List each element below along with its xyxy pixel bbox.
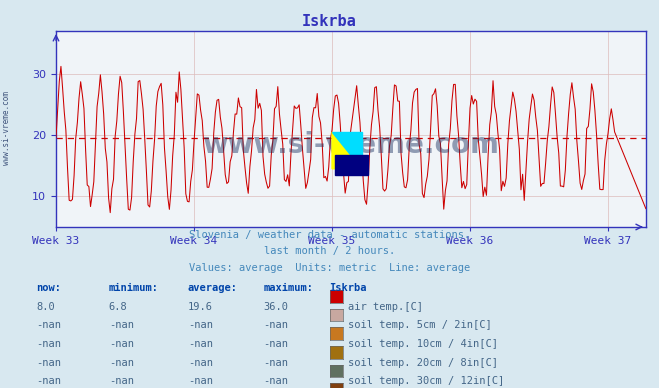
Text: Iskrba: Iskrba — [302, 14, 357, 29]
Text: -nan: -nan — [264, 376, 289, 386]
Text: -nan: -nan — [264, 358, 289, 368]
Text: -nan: -nan — [36, 320, 61, 331]
Text: -nan: -nan — [188, 376, 213, 386]
Text: -nan: -nan — [188, 358, 213, 368]
Text: -nan: -nan — [109, 320, 134, 331]
Text: -nan: -nan — [109, 339, 134, 349]
Text: Values: average  Units: metric  Line: average: Values: average Units: metric Line: aver… — [189, 263, 470, 273]
Text: 6.8: 6.8 — [109, 302, 127, 312]
Text: 8.0: 8.0 — [36, 302, 55, 312]
Text: air temp.[C]: air temp.[C] — [348, 302, 423, 312]
Text: Slovenia / weather data - automatic stations.: Slovenia / weather data - automatic stat… — [189, 230, 470, 240]
Bar — [335, 155, 368, 175]
Text: -nan: -nan — [36, 358, 61, 368]
Text: soil temp. 20cm / 8in[C]: soil temp. 20cm / 8in[C] — [348, 358, 498, 368]
Text: maximum:: maximum: — [264, 283, 314, 293]
Text: minimum:: minimum: — [109, 283, 159, 293]
Polygon shape — [332, 132, 362, 169]
Text: 19.6: 19.6 — [188, 302, 213, 312]
Text: soil temp. 10cm / 4in[C]: soil temp. 10cm / 4in[C] — [348, 339, 498, 349]
Text: -nan: -nan — [188, 339, 213, 349]
Text: -nan: -nan — [36, 339, 61, 349]
Text: -nan: -nan — [36, 376, 61, 386]
Text: soil temp. 5cm / 2in[C]: soil temp. 5cm / 2in[C] — [348, 320, 492, 331]
Text: -nan: -nan — [264, 320, 289, 331]
Text: soil temp. 30cm / 12in[C]: soil temp. 30cm / 12in[C] — [348, 376, 504, 386]
Polygon shape — [332, 132, 362, 169]
Text: www.si-vreme.com: www.si-vreme.com — [2, 91, 11, 165]
Text: now:: now: — [36, 283, 61, 293]
Text: www.si-vreme.com: www.si-vreme.com — [202, 131, 500, 159]
Text: last month / 2 hours.: last month / 2 hours. — [264, 246, 395, 256]
Text: 36.0: 36.0 — [264, 302, 289, 312]
Text: -nan: -nan — [109, 376, 134, 386]
Text: -nan: -nan — [264, 339, 289, 349]
Text: -nan: -nan — [109, 358, 134, 368]
Text: -nan: -nan — [188, 320, 213, 331]
Text: Iskrba: Iskrba — [330, 283, 367, 293]
Text: average:: average: — [188, 283, 238, 293]
